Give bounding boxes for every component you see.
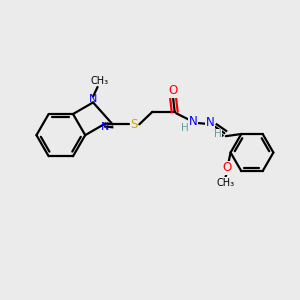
Text: CH₃: CH₃: [217, 178, 235, 188]
Text: N: N: [89, 94, 97, 104]
Text: H: H: [214, 129, 221, 140]
Text: CH₃: CH₃: [91, 76, 109, 86]
Text: S: S: [130, 118, 138, 131]
Text: N: N: [101, 122, 110, 132]
Text: N: N: [206, 116, 215, 129]
Text: H: H: [181, 123, 189, 134]
Text: O: O: [222, 161, 232, 175]
Text: N: N: [189, 116, 197, 128]
Text: O: O: [169, 85, 178, 98]
